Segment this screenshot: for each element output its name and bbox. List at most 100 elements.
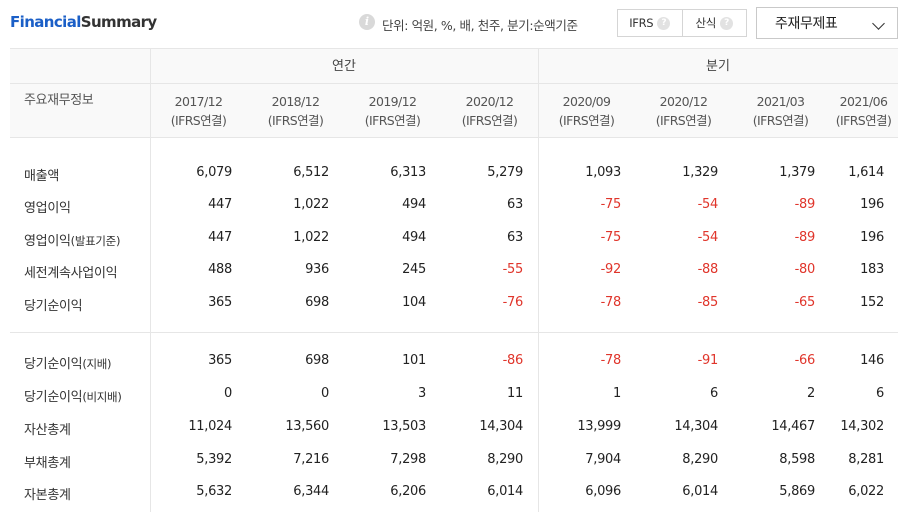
table-cell: 5,632 [196,484,232,499]
table-row: 자본총계 5,632 6,344 6,206 6,014 6,096 6,014 5,869 6… [10,477,898,509]
table-cell: 1,379 [779,165,815,180]
column-period: 2017/12 [174,94,223,109]
row-label-main: 자산총계 [24,423,71,438]
table-cell: 14,304 [674,419,718,434]
table-cell: 196 [860,230,884,245]
table-cell: 6 [710,386,718,401]
column-header: 2017/12 (IFRS연결) [150,84,247,138]
table-cell: 8,290 [682,452,718,467]
help-icon[interactable]: ? [657,16,671,30]
table-cell: 936 [305,262,329,277]
table-cell: 488 [208,262,232,277]
group-divider [538,48,539,512]
table-row: 영업이익 447 1,022 494 63 -75 -54 -89 196 [10,190,898,222]
column-period: 2019/12 [368,94,417,109]
table-row: 당기순이익(지배) 365 698 101 -86 -78 -91 -66 146 [10,346,898,378]
table-cell: 1,022 [293,197,329,212]
table-cell: 6,014 [682,484,718,499]
group-annual: 연간 [332,59,356,74]
title-rest: Summary [80,13,157,31]
column-header: 2021/03 (IFRS연결) [732,84,829,138]
table-cell: 14,304 [479,419,523,434]
table-cell: -75 [600,230,622,245]
table-cell: 1,022 [293,230,329,245]
column-header: 2021/06 (IFRS연결) [829,84,898,138]
formula-option[interactable]: 산식 ? [681,10,747,36]
unit-description: 단위: 억원, %, 배, 천주, 분기:순액기준 [382,18,578,33]
table-cell: 6,313 [390,165,426,180]
table-cell: 13,999 [577,419,621,434]
table-cell: -55 [502,262,524,277]
row-label-main: 부채총계 [24,456,71,471]
table-cell: -75 [600,197,622,212]
table-cell: 196 [860,197,884,212]
column-header: 2018/12 (IFRS연결) [247,84,344,138]
row-label-main: 영업이익 [24,234,71,249]
table-cell: 365 [208,295,232,310]
table-row: 영업이익(발표기준) 447 1,022 494 63 -75 -54 -89 196 [10,223,898,255]
column-period: 2020/12 [465,94,514,109]
table-cell: 8,598 [779,452,815,467]
table-cell: 5,392 [196,452,232,467]
table-cell: 1,614 [848,165,884,180]
table-cell: -78 [600,295,622,310]
column-period: 2021/03 [756,94,805,109]
table-cell: 0 [321,386,329,401]
table-cell: 2 [807,386,815,401]
table-row: 부채총계 5,392 7,216 7,298 8,290 7,904 8,290 8,598 8… [10,445,898,477]
info-icon[interactable]: i [359,14,375,30]
table-cell: 6,206 [390,484,426,499]
table-cell: -92 [600,262,622,277]
row-label: 당기순이익(지배) [24,353,112,372]
table-cell: -65 [794,295,816,310]
statement-type-select[interactable]: 주재무제표 [756,7,898,39]
column-basis: (IFRS연결) [364,113,421,128]
row-label: 영업이익 [24,197,71,216]
table-cell: 5,869 [779,484,815,499]
table-row: 당기순이익 365 698 104 -76 -78 -85 -65 152 [10,288,898,320]
group-quarterly: 분기 [706,59,730,74]
table-cell: 14,467 [771,419,815,434]
table-cell: 494 [402,230,426,245]
table-cell: 1 [613,386,621,401]
standard-toggle: IFRS ? 산식 ? [617,9,747,37]
table-cell: 63 [507,230,523,245]
section-divider [10,332,898,333]
table-cell: 7,904 [585,452,621,467]
table-cell: 245 [402,262,426,277]
column-header: 2020/12 (IFRS연결) [441,84,538,138]
summary-toolbar: FinancialSummary i 단위: 억원, %, 배, 천주, 분기:… [0,0,908,48]
table-cell: 5,279 [487,165,523,180]
row-label: 당기순이익(비지배) [24,386,122,405]
table-cell: -54 [697,230,719,245]
help-icon[interactable]: ? [720,16,734,30]
table-cell: 7,216 [293,452,329,467]
row-label-main: 자본총계 [24,488,71,503]
table-cell: 14,302 [840,419,884,434]
column-basis: (IFRS연결) [170,113,227,128]
table-cell: 1,093 [585,165,621,180]
table-cell: 6,096 [585,484,621,499]
table-cell: 6,344 [293,484,329,499]
table-cell: 8,281 [848,452,884,467]
row-label: 자본총계 [24,484,71,503]
section-title: FinancialSummary [10,13,157,31]
table-cell: 7,298 [390,452,426,467]
column-period: 2021/06 [839,94,888,109]
table-cell: 6,079 [196,165,232,180]
row-label: 세전계속사업이익 [24,262,118,281]
table-cell: 3 [418,386,426,401]
table-cell: 698 [305,295,329,310]
column-period: 2020/09 [562,94,611,109]
row-label: 매출액 [24,165,59,184]
table-cell: -85 [697,295,719,310]
row-label-main: 세전계속사업이익 [24,266,118,281]
row-label-main: 당기순이익 [24,299,83,314]
column-basis: (IFRS연결) [461,113,518,128]
table-cell: -78 [600,353,622,368]
table-cell: 101 [402,353,426,368]
column-header: 2020/12 (IFRS연결) [635,84,732,138]
table-cell: -89 [794,230,816,245]
ifrs-option[interactable]: IFRS ? [618,10,682,36]
table-cell: -76 [502,295,524,310]
